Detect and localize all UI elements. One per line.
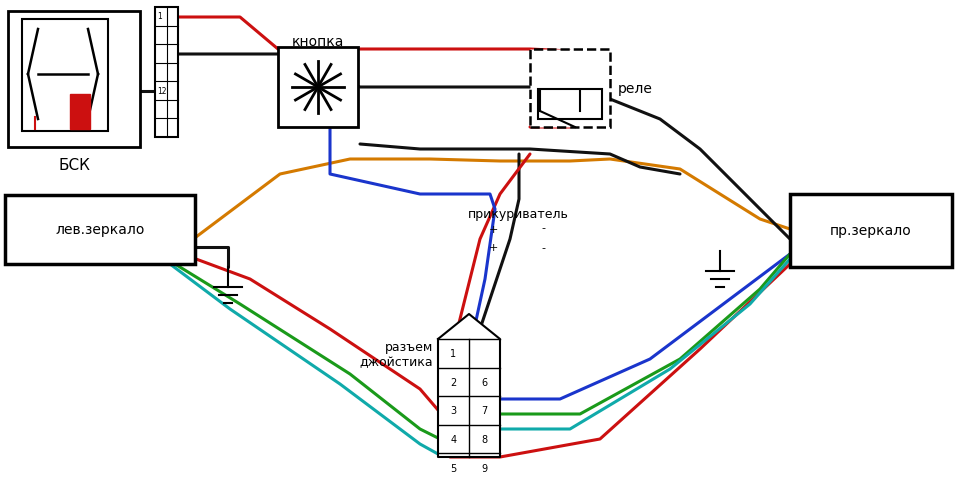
Text: +: + xyxy=(489,225,497,235)
Text: 1: 1 xyxy=(157,12,161,21)
Text: 9: 9 xyxy=(481,463,488,473)
Text: кнопка: кнопка xyxy=(292,35,345,49)
Text: 3: 3 xyxy=(450,406,457,416)
Text: -: - xyxy=(541,242,545,252)
Polygon shape xyxy=(70,95,90,130)
Text: +: + xyxy=(489,242,497,252)
Text: 1: 1 xyxy=(450,348,457,359)
Text: -: - xyxy=(541,223,545,232)
Text: 4: 4 xyxy=(450,434,457,444)
Bar xyxy=(8,12,140,148)
Bar xyxy=(530,50,610,128)
Text: 7: 7 xyxy=(481,406,488,416)
Bar xyxy=(790,194,952,267)
Text: 5: 5 xyxy=(450,463,457,473)
Bar xyxy=(538,90,602,120)
Text: прикуриватель: прикуриватель xyxy=(468,207,568,220)
Text: реле: реле xyxy=(618,82,653,96)
Text: 2: 2 xyxy=(450,377,457,387)
Polygon shape xyxy=(438,314,500,457)
Text: БСК: БСК xyxy=(58,157,90,173)
Bar xyxy=(278,48,358,128)
Bar xyxy=(155,8,178,138)
Text: разъем
джойстика: разъем джойстика xyxy=(359,340,433,368)
Bar xyxy=(22,20,108,132)
Bar xyxy=(5,195,195,264)
Text: пр.зеркало: пр.зеркало xyxy=(830,224,912,238)
Text: 6: 6 xyxy=(481,377,488,387)
Text: 12: 12 xyxy=(157,87,166,96)
Text: лев.зеркало: лев.зеркало xyxy=(56,223,145,237)
Text: 8: 8 xyxy=(481,434,488,444)
